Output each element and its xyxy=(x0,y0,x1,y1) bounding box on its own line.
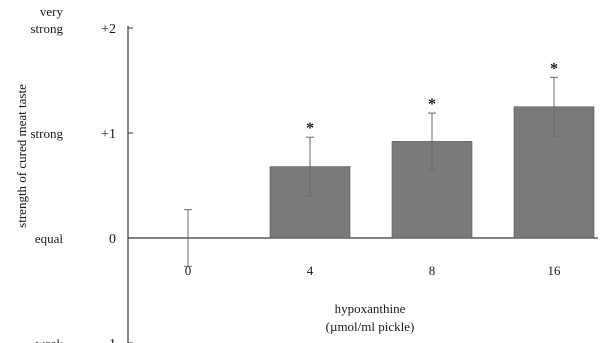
x-tick-label-8: 8 xyxy=(429,263,436,278)
significance-marker-16: * xyxy=(550,60,558,77)
y-tick-word-3-0: weak xyxy=(36,336,64,343)
y-tick-number-0: +2 xyxy=(101,22,116,37)
significance-marker-4: * xyxy=(306,120,314,137)
y-tick-number-3: -1 xyxy=(104,337,116,343)
y-tick-word-1-0: strong xyxy=(31,126,64,141)
x-tick-label-16: 16 xyxy=(548,263,562,278)
x-axis-label-line-1: hypoxanthine xyxy=(335,301,406,316)
y-axis-label: strength of cured meat taste xyxy=(14,84,29,228)
y-tick-word-0-1: strong xyxy=(31,21,64,36)
y-tick-word-2-0: equal xyxy=(35,231,64,246)
x-tick-label-4: 4 xyxy=(307,263,314,278)
plot-area: +2 very strong +1 strong 0 equal -1 weak 0 * 4 * 8 * 16 xyxy=(31,4,598,343)
y-tick-word-0-0: very xyxy=(40,4,64,19)
significance-marker-8: * xyxy=(428,96,436,113)
x-axis-label-line-2: (µmol/ml pickle) xyxy=(326,319,415,334)
y-tick-number-2: 0 xyxy=(109,232,116,247)
y-tick-number-1: +1 xyxy=(101,127,116,142)
x-tick-label-0: 0 xyxy=(185,263,192,278)
